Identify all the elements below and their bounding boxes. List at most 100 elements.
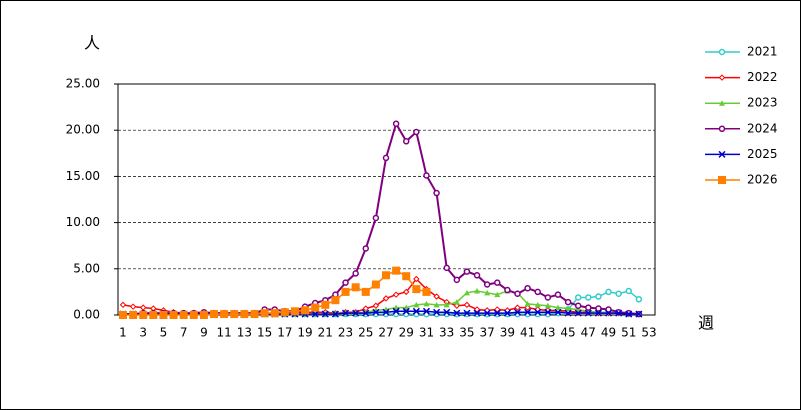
- marker-shape: [159, 311, 168, 319]
- marker: [554, 304, 561, 311]
- marker-shape: [534, 308, 542, 316]
- marker: [210, 310, 219, 319]
- marker-shape: [575, 306, 582, 312]
- marker-shape: [423, 300, 430, 307]
- marker: [503, 309, 511, 317]
- y-tick-label: 10.00: [66, 215, 100, 229]
- marker-shape: [564, 298, 572, 306]
- marker: [403, 288, 410, 296]
- marker: [392, 120, 400, 127]
- marker-shape: [382, 308, 390, 316]
- marker-shape: [341, 287, 350, 296]
- legend-label: 2024: [747, 121, 778, 135]
- marker: [524, 308, 532, 316]
- marker-shape: [625, 287, 633, 295]
- marker: [574, 309, 582, 317]
- marker-shape: [351, 283, 360, 292]
- marker: [361, 287, 370, 296]
- marker-shape: [119, 311, 127, 319]
- marker-shape: [220, 310, 229, 319]
- marker: [352, 270, 359, 277]
- x-tick-label: 49: [601, 326, 616, 340]
- marker-shape: [453, 276, 461, 284]
- marker-shape: [514, 304, 521, 311]
- marker: [443, 264, 450, 272]
- marker-shape: [473, 309, 481, 317]
- legend-label: 2025: [747, 147, 778, 161]
- y-tick-label: 0.00: [73, 308, 100, 322]
- marker-shape: [585, 294, 592, 301]
- marker: [413, 301, 420, 308]
- marker-shape: [534, 288, 541, 296]
- marker: [718, 74, 726, 81]
- marker-shape: [595, 305, 602, 312]
- marker-shape: [718, 125, 726, 133]
- marker: [504, 286, 511, 294]
- marker-shape: [139, 311, 148, 319]
- marker-shape: [342, 279, 349, 286]
- marker-shape: [413, 301, 420, 308]
- marker-shape: [433, 293, 440, 300]
- marker-shape: [382, 154, 390, 162]
- marker-shape: [422, 307, 430, 315]
- marker: [433, 293, 440, 300]
- marker-shape: [513, 308, 522, 316]
- x-tick-label: 5: [160, 326, 168, 340]
- y-tick-label: 15.00: [66, 169, 100, 183]
- marker: [534, 288, 541, 296]
- marker-shape: [392, 291, 400, 298]
- marker: [494, 306, 501, 313]
- marker: [362, 245, 370, 252]
- marker: [129, 311, 138, 319]
- marker: [718, 125, 726, 133]
- x-tick-label: 15: [257, 326, 272, 340]
- marker: [311, 310, 319, 318]
- marker: [594, 309, 602, 317]
- marker: [463, 268, 471, 275]
- marker: [473, 272, 481, 279]
- marker: [169, 311, 178, 319]
- marker: [473, 309, 481, 317]
- marker-shape: [524, 300, 531, 307]
- x-tick-label: 3: [139, 326, 147, 340]
- marker-shape: [321, 310, 329, 318]
- marker: [362, 309, 370, 317]
- marker: [625, 287, 633, 295]
- marker: [321, 300, 330, 309]
- marker-shape: [311, 310, 319, 318]
- marker-shape: [554, 291, 562, 298]
- marker: [443, 308, 451, 316]
- marker-shape: [433, 189, 440, 197]
- marker: [534, 308, 542, 316]
- marker: [422, 307, 430, 315]
- marker: [129, 303, 137, 310]
- marker: [473, 306, 481, 313]
- marker: [564, 309, 572, 317]
- marker-shape: [393, 304, 400, 311]
- marker-shape: [352, 270, 359, 277]
- marker: [422, 287, 431, 296]
- marker: [524, 284, 531, 292]
- x-tick-label: 35: [459, 326, 474, 340]
- marker-shape: [169, 311, 178, 319]
- marker-shape: [494, 279, 501, 286]
- marker: [595, 305, 602, 312]
- marker-shape: [544, 308, 552, 316]
- marker-shape: [392, 266, 401, 275]
- x-tick-label: 29: [399, 326, 414, 340]
- marker-shape: [290, 307, 299, 316]
- marker-shape: [301, 306, 310, 315]
- marker: [544, 294, 552, 301]
- marker-shape: [382, 271, 390, 280]
- marker: [402, 307, 410, 315]
- y-tick-label: 25.00: [66, 77, 100, 91]
- marker: [453, 309, 461, 317]
- marker: [565, 305, 572, 312]
- marker: [513, 308, 522, 316]
- marker: [149, 311, 158, 319]
- x-tick-label: 7: [180, 326, 188, 340]
- marker: [189, 311, 198, 319]
- marker-shape: [413, 275, 420, 283]
- marker: [392, 307, 400, 315]
- marker: [585, 304, 592, 311]
